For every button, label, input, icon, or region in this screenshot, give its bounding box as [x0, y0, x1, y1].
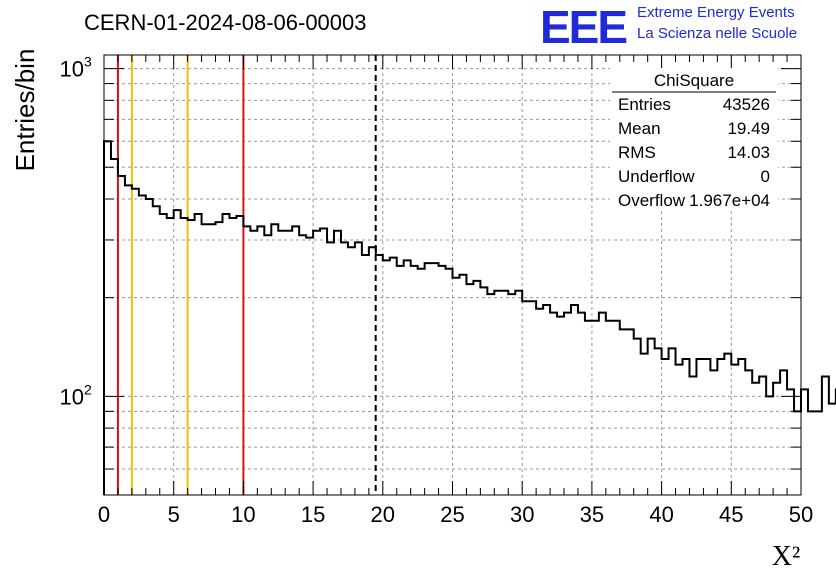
stats-label: Mean	[618, 119, 661, 138]
x-tick-label: 35	[580, 502, 604, 527]
stats-value: 43526	[723, 95, 770, 114]
x-axis-label: X²	[772, 541, 801, 572]
stats-value: 19.49	[727, 119, 770, 138]
y-tick-label: 10	[60, 57, 84, 82]
stats-box: ChiSquare Entries 43526 Mean 19.49 RMS 14.03 U…	[610, 68, 778, 210]
y-axis-label: Entries/bin	[10, 49, 40, 172]
stats-label: Entries	[618, 95, 671, 114]
x-tick-label: 40	[649, 502, 673, 527]
x-tick-label: 0	[98, 502, 110, 527]
x-tick-label: 45	[719, 502, 743, 527]
stats-label: RMS	[618, 143, 656, 162]
x-tick-label: 10	[231, 502, 255, 527]
stats-value: 0	[761, 167, 770, 186]
y-tick-label: 10	[60, 384, 84, 409]
x-tick-label: 20	[371, 502, 395, 527]
logo-line1: Extreme Energy Events	[637, 4, 795, 21]
axis-ticks	[103, 55, 802, 495]
marker-lines	[116, 55, 377, 495]
stats-title: ChiSquare	[654, 71, 734, 90]
x-tick-label: 5	[168, 502, 180, 527]
histogram-series	[103, 140, 836, 495]
stats-label: Overflow	[618, 191, 686, 210]
x-tick-label: 25	[440, 502, 464, 527]
eee-logo: EEE	[540, 1, 628, 53]
x-tick-label: 50	[789, 502, 813, 527]
logo-line2: La Scienza nelle Scuole	[637, 25, 798, 42]
x-tick-label: 30	[510, 502, 534, 527]
stats-label: Underflow	[618, 167, 695, 186]
y-tick-exponent: 3	[84, 54, 92, 70]
y-tick-exponent: 2	[84, 381, 92, 397]
x-tick-labels: 0 5 10 15 20 25 30 35 40 45 50	[98, 502, 813, 527]
x-tick-label: 15	[301, 502, 325, 527]
stats-value: 14.03	[727, 143, 770, 162]
chart-title: CERN-01-2024-08-06-00003	[84, 10, 367, 35]
stats-value: 1.967e+04	[689, 191, 770, 210]
